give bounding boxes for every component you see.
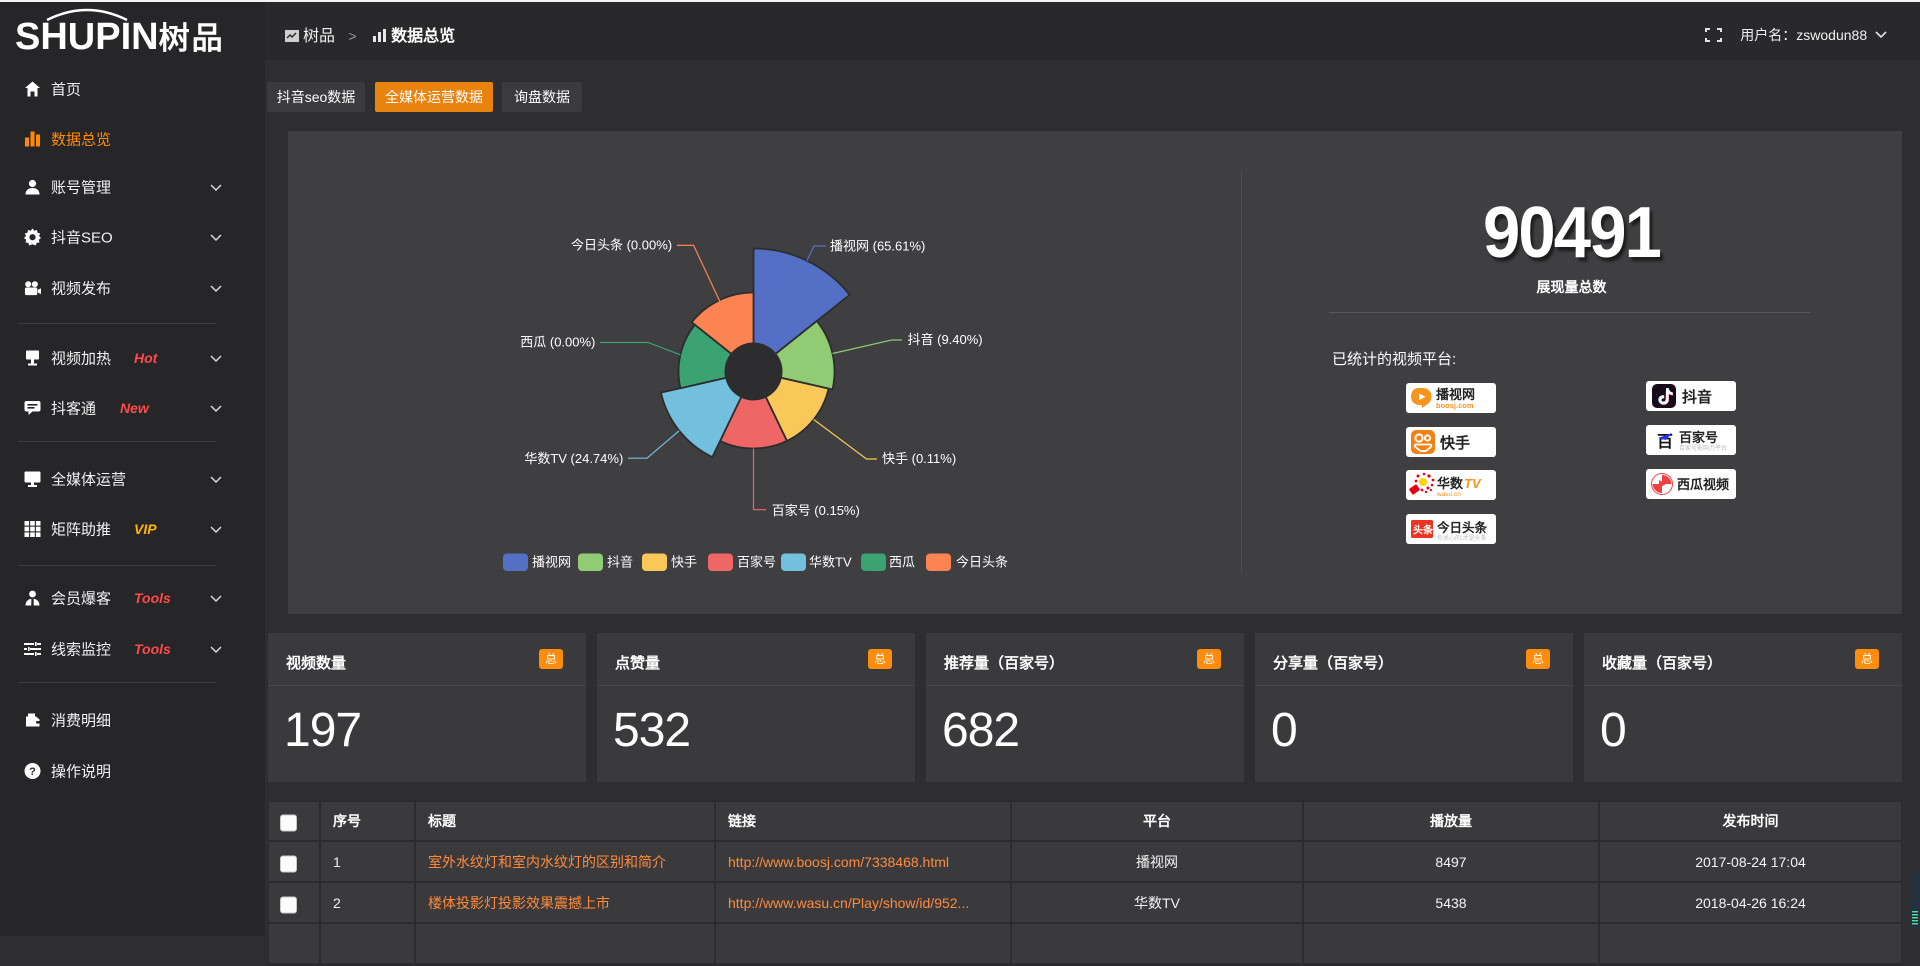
svg-text:抖音: 抖音: [1682, 388, 1712, 406]
svg-text:快手: 快手: [1440, 434, 1470, 452]
svg-text:快手 (0.11%): 快手 (0.11%): [882, 451, 956, 466]
svg-text:wasu.cn: wasu.cn: [1436, 491, 1461, 498]
svg-text:?: ?: [29, 766, 36, 778]
svg-text:快手: 快手: [671, 555, 697, 570]
svg-text:TV: TV: [1464, 476, 1482, 491]
svg-text:华数TV: 华数TV: [809, 555, 852, 570]
svg-text:华数TV (24.74%): 华数TV (24.74%): [524, 451, 623, 466]
svg-text:头条: 头条: [1413, 524, 1434, 537]
svg-text:西瓜 (0.00%): 西瓜 (0.00%): [520, 335, 595, 350]
svg-text:百家号: 百家号: [737, 555, 776, 570]
svg-text:播视网: 播视网: [1436, 387, 1475, 402]
svg-text:抖音 (9.40%): 抖音 (9.40%): [908, 332, 983, 347]
svg-text:西瓜视频: 西瓜视频: [1677, 477, 1729, 492]
svg-text:抖音: 抖音: [607, 555, 633, 570]
svg-text:华数: 华数: [1437, 476, 1464, 491]
svg-text:百家号影响力平台: 百家号影响力平台: [1679, 444, 1727, 452]
svg-text:今日头条: 今日头条: [956, 555, 1008, 570]
svg-text:播视网: 播视网: [532, 555, 571, 570]
svg-text:播视网 (65.61%): 播视网 (65.61%): [830, 239, 925, 254]
svg-text:今日头条: 今日头条: [1436, 520, 1488, 535]
svg-text:今日头条 (0.00%): 今日头条 (0.00%): [571, 238, 672, 253]
svg-text:西瓜: 西瓜: [889, 555, 915, 570]
svg-text:boosj.com: boosj.com: [1436, 401, 1474, 410]
svg-text:百家号 (0.15%): 百家号 (0.15%): [772, 503, 860, 518]
svg-text:百家号: 百家号: [1679, 430, 1718, 445]
svg-text:你关心的,才是头条: 你关心的,才是头条: [1437, 534, 1487, 542]
